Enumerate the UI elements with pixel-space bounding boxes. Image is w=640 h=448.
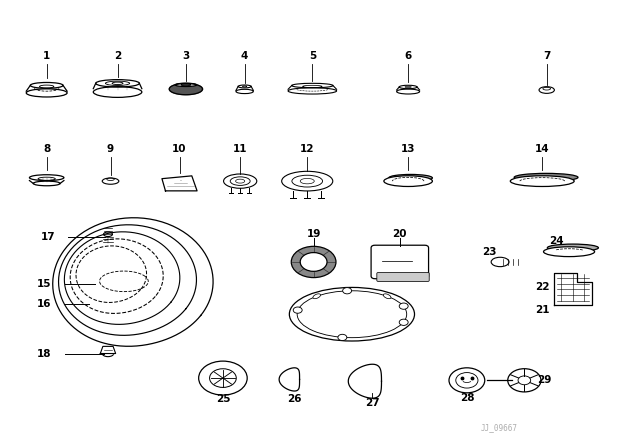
Text: 27: 27: [365, 398, 380, 408]
Text: 17: 17: [41, 232, 56, 241]
Ellipse shape: [313, 294, 321, 299]
Circle shape: [198, 361, 247, 395]
Text: 21: 21: [535, 305, 550, 315]
Polygon shape: [348, 364, 381, 398]
Circle shape: [399, 319, 408, 325]
FancyBboxPatch shape: [371, 245, 429, 279]
Text: 12: 12: [300, 144, 314, 154]
Text: 5: 5: [308, 51, 316, 60]
Circle shape: [300, 253, 327, 271]
Text: JJ_09667: JJ_09667: [480, 423, 517, 432]
Circle shape: [399, 303, 408, 309]
Text: 26: 26: [287, 394, 301, 404]
Ellipse shape: [491, 257, 509, 267]
Text: 24: 24: [549, 236, 564, 246]
Text: 13: 13: [401, 144, 415, 154]
Text: 28: 28: [460, 393, 474, 403]
Text: 2: 2: [114, 51, 121, 60]
Polygon shape: [170, 83, 202, 95]
Text: 19: 19: [307, 229, 321, 239]
Text: 16: 16: [37, 299, 51, 310]
Ellipse shape: [388, 174, 433, 181]
FancyBboxPatch shape: [377, 272, 429, 281]
Polygon shape: [100, 346, 116, 353]
Text: 22: 22: [535, 281, 550, 292]
Ellipse shape: [383, 294, 391, 299]
Text: 15: 15: [37, 279, 51, 289]
Circle shape: [342, 288, 351, 294]
Text: 14: 14: [535, 144, 550, 154]
Ellipse shape: [547, 244, 598, 251]
Text: 29: 29: [538, 375, 552, 385]
Text: 4: 4: [241, 51, 248, 60]
Text: 1: 1: [43, 51, 51, 60]
Text: 8: 8: [43, 144, 51, 154]
Text: 7: 7: [543, 51, 550, 60]
Circle shape: [338, 334, 347, 340]
Polygon shape: [162, 176, 197, 191]
Text: 10: 10: [172, 144, 187, 154]
Ellipse shape: [181, 84, 191, 86]
Ellipse shape: [102, 350, 114, 357]
Circle shape: [293, 307, 302, 313]
Text: 6: 6: [404, 51, 412, 60]
Ellipse shape: [384, 176, 433, 186]
Text: 9: 9: [107, 144, 114, 154]
Text: 11: 11: [233, 144, 248, 154]
Polygon shape: [279, 368, 300, 391]
Circle shape: [291, 246, 336, 278]
Text: 3: 3: [182, 51, 189, 60]
Ellipse shape: [510, 176, 574, 186]
Ellipse shape: [104, 232, 113, 237]
Ellipse shape: [514, 173, 578, 181]
Text: 18: 18: [37, 349, 51, 358]
Text: 20: 20: [392, 229, 407, 239]
Text: 23: 23: [482, 247, 497, 257]
Polygon shape: [554, 273, 592, 305]
Ellipse shape: [175, 83, 196, 86]
Text: 25: 25: [216, 394, 230, 404]
Ellipse shape: [543, 247, 595, 257]
